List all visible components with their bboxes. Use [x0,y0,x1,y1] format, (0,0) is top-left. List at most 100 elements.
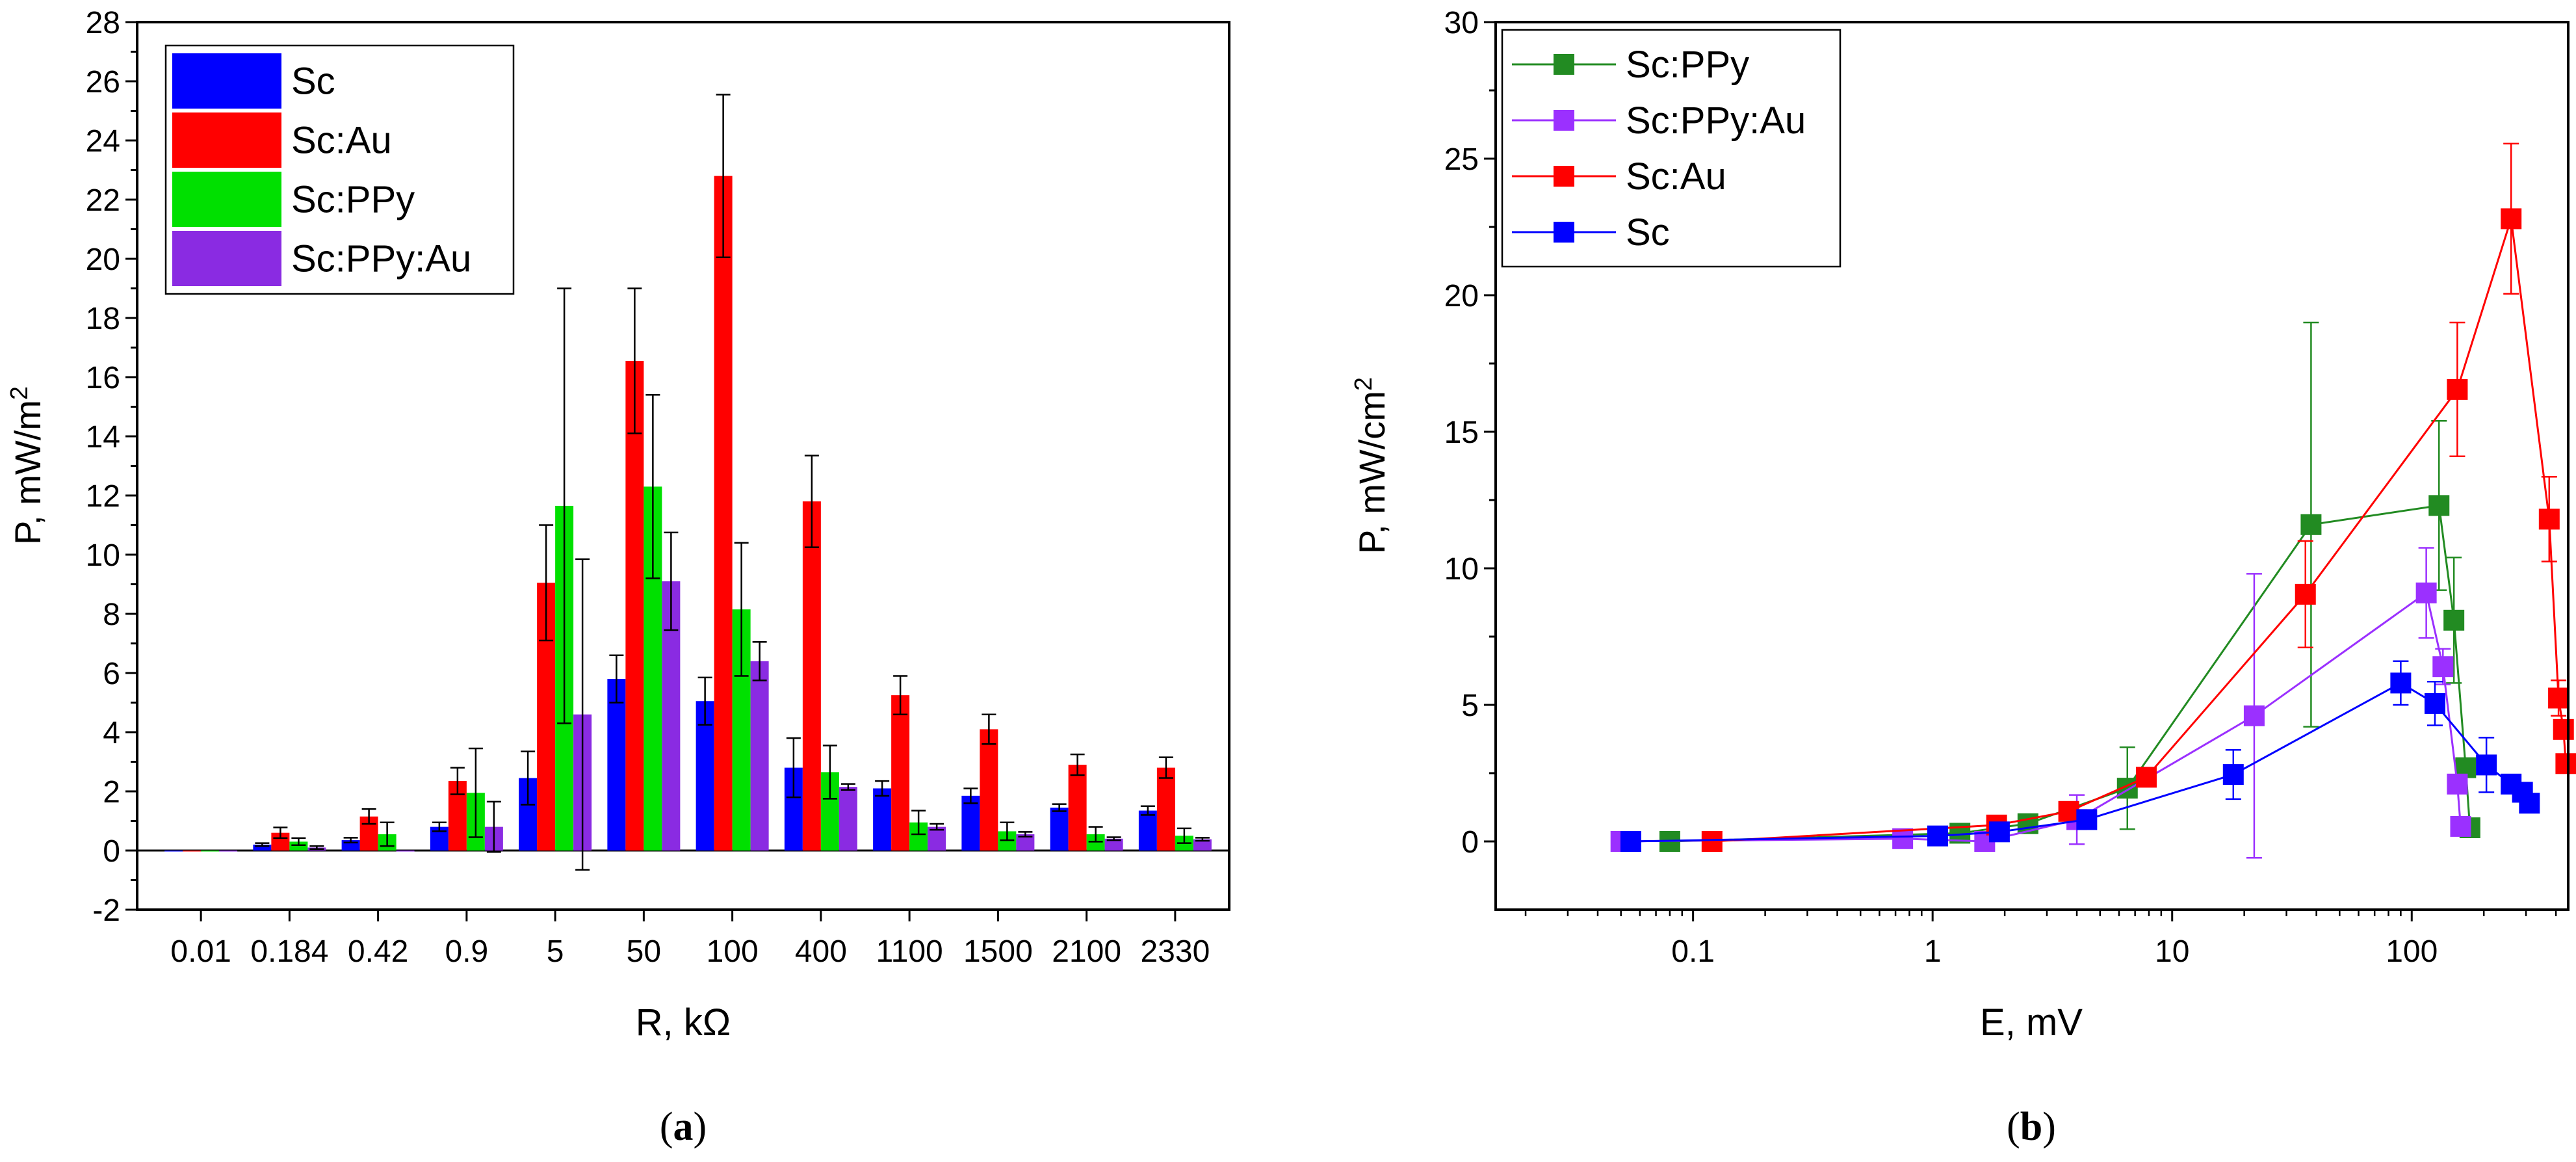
y-tick-label: 16 [86,361,120,395]
x-tick-label: 100 [2386,934,2438,969]
legend-label: Sc:PPy:Au [1626,99,1806,142]
y-tick-label: 4 [103,716,120,750]
bar [1050,808,1069,851]
line-chart-y-axis-title: P, mW/cm2 [1350,377,1392,554]
y-tick-label: 20 [1444,279,1479,313]
x-tick-label: 5 [547,934,564,969]
y-tick-label: 20 [86,243,120,277]
y-tick-label: 30 [1444,6,1479,40]
y-tick-label: 0 [1461,825,1479,860]
x-tick-label: 2330 [1140,934,1210,969]
bar [696,701,714,851]
bar-chart-panel-letter: a [673,1105,694,1149]
series-line [1711,218,2567,843]
bar [164,851,183,852]
legend-label: Sc:PPy:Au [291,238,471,280]
bar [625,360,644,851]
y-tick-label: 10 [86,538,120,573]
data-point [2390,672,2412,694]
x-tick-label: 1500 [963,934,1033,969]
line-chart-x-axis-title: E, mV [1980,1001,2083,1044]
x-tick-label: 400 [795,934,847,969]
bar [980,729,998,851]
x-tick-label: 0.9 [445,934,489,969]
y-tick-label: 28 [86,6,120,40]
bar [961,795,980,851]
data-point [2415,582,2437,603]
bar [1193,839,1212,851]
bar [1068,765,1087,851]
data-point [2548,687,2569,709]
bar [839,787,857,851]
y-tick-label: 22 [86,183,120,218]
bar-chart-panel-label: (a) [660,1105,707,1149]
data-point [2450,815,2471,837]
bar [201,851,220,852]
x-tick-label: 1100 [876,934,943,969]
line-chart-plot-frame [1494,21,2569,911]
legend-marker [1554,222,1574,243]
x-tick-label: 0.1 [1671,934,1715,969]
x-tick-label: 100 [707,934,759,969]
line-chart-legend: Sc:PPy Sc:PPy:Au Sc:Au Sc [1501,29,1841,268]
y-tick-label: 25 [1444,142,1479,177]
series-line [1620,591,2462,843]
data-point [2555,753,2576,774]
data-point [2295,583,2316,605]
data-point [2076,809,2098,830]
y-tick-label: -2 [92,893,120,928]
data-point [1620,831,1641,852]
data-point [2553,719,2574,740]
bar [802,501,821,851]
y-tick-label: 15 [1444,416,1479,450]
data-point [1988,821,2010,843]
bar-chart-x-axis-title: R, kΩ [636,1001,731,1044]
x-tick-label: 0.184 [250,934,328,969]
legend-label: Sc:PPy [1626,44,1749,86]
bar [1104,838,1123,851]
y-tick-label: 5 [1461,689,1479,723]
data-point [1701,831,1723,852]
legend-marker [1554,110,1574,131]
bar [183,851,202,852]
legend-swatch [172,53,281,109]
data-point [2135,767,2157,788]
bar [891,695,910,851]
data-point [2538,508,2560,530]
data-point [2222,764,2244,786]
bar [219,851,238,852]
bar [1156,767,1175,851]
data-point [2443,609,2465,631]
bar [928,826,946,851]
y-tick-label: 24 [86,124,120,159]
line-chart-y-axis-title-text: P, mW/cm [1351,391,1392,554]
bar-chart-y-axis-title-sup: 2 [6,386,33,400]
bar [1138,810,1157,851]
data-point [2243,705,2265,726]
legend-marker [1554,54,1574,75]
y-tick-label: 2 [103,775,120,810]
line-chart-panel-label: (b) [2007,1105,2056,1149]
data-point [1927,825,1948,847]
legend-label: Sc:PPy [291,179,415,221]
line-chart-x-axis: 0.1 1 10 100 [1524,910,2557,969]
legend-label: Sc:Au [1626,155,1726,198]
x-tick-label: 2100 [1052,934,1121,969]
y-tick-label: 26 [86,65,120,99]
data-point [2501,208,2522,230]
bar [253,844,272,851]
y-tick-label: 18 [86,302,120,336]
y-tick-label: 8 [103,598,120,632]
data-point [2432,656,2454,678]
bar [289,841,308,851]
line-chart-y-axis: 0 5 10 15 20 25 30 [1444,6,1496,860]
data-point [2447,378,2468,400]
series-line [1669,504,2471,843]
bar [750,661,769,851]
bar-chart-y-axis-title: P, mW/m2 [6,386,48,545]
legend-swatch [172,172,281,227]
data-point [2447,773,2468,795]
legend-label: Sc [291,60,335,103]
